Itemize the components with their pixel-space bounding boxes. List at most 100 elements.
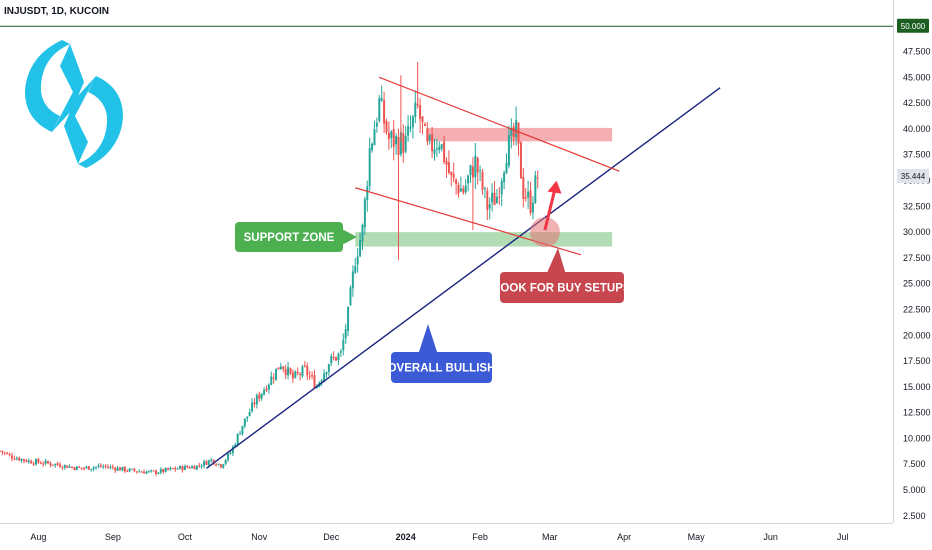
time-tick-label: May	[688, 532, 706, 542]
price-tick-label: 12.500	[903, 408, 931, 418]
candle-body	[186, 466, 189, 468]
candle-body	[387, 132, 390, 139]
candle-body	[366, 186, 369, 201]
price-tick-label: 30.000	[903, 227, 931, 237]
candle-body	[155, 470, 158, 474]
candle-body	[35, 459, 38, 465]
candle-body	[272, 377, 275, 379]
candle-body	[97, 465, 100, 467]
candle-body	[128, 468, 131, 472]
candle-body	[505, 162, 508, 174]
candle-body	[481, 171, 484, 190]
candle-body	[210, 459, 213, 461]
candle-body	[339, 351, 342, 353]
candle-body	[457, 184, 460, 194]
candle-body	[327, 364, 330, 373]
candle-body	[409, 127, 412, 129]
candle-body	[15, 458, 18, 460]
candle-body	[373, 129, 376, 146]
candle-body	[104, 465, 107, 467]
logo-right-arc	[78, 76, 123, 168]
buy-setups-label-pointer	[546, 248, 566, 275]
candle-body	[483, 188, 486, 190]
candle-body	[361, 224, 364, 242]
candle-body	[27, 460, 30, 463]
up-arrow-icon	[543, 190, 556, 231]
time-tick-label: Jun	[763, 532, 778, 542]
candle-body	[258, 394, 261, 399]
candle-body	[1, 450, 4, 453]
buy-setups-label-text: LOOK FOR BUY SETUPS	[493, 283, 630, 295]
candle-body	[493, 192, 496, 206]
candle-body	[275, 368, 278, 380]
candle-body	[455, 179, 458, 185]
candle-body	[11, 455, 14, 459]
candle-body	[325, 372, 328, 375]
candle-body	[308, 375, 311, 377]
candle-body	[68, 466, 71, 468]
logo-left-link	[52, 44, 84, 132]
overall-bullish-label-box	[391, 352, 492, 383]
candle-body	[114, 467, 117, 471]
candle-body	[205, 461, 208, 465]
candle-body	[243, 418, 246, 427]
candle-body	[109, 466, 112, 468]
candle-body	[44, 460, 47, 464]
support-zone-label-box	[235, 222, 343, 252]
candle-body	[375, 122, 378, 127]
candle-body	[119, 467, 122, 471]
candle-body	[32, 463, 35, 465]
candle-body	[459, 188, 462, 192]
candle-body	[385, 121, 388, 133]
candle-body	[503, 172, 506, 183]
candle-body	[282, 366, 285, 370]
candle-body	[423, 124, 426, 126]
candle-body	[54, 463, 57, 466]
time-tick-label: Sep	[105, 532, 121, 542]
candle-body	[150, 470, 153, 472]
candle-body	[99, 465, 102, 467]
candle-body	[267, 384, 270, 390]
candle-body	[207, 460, 210, 465]
candle-body	[236, 434, 239, 445]
candle-body	[306, 365, 309, 376]
price-tick-label: 5.000	[903, 485, 926, 495]
candle-body	[222, 464, 225, 468]
candle-body	[488, 204, 491, 209]
candle-body	[107, 466, 110, 468]
candle-body	[59, 464, 62, 468]
candle-body	[87, 466, 90, 470]
price-tick-label: 47.500	[903, 47, 931, 57]
candle-body	[363, 199, 366, 228]
candle-body	[255, 395, 258, 405]
candle-body	[3, 452, 6, 454]
candle-body	[330, 356, 333, 364]
candle-body	[301, 366, 304, 377]
candle-body	[248, 412, 251, 417]
bullish-trendline	[206, 87, 721, 469]
candle-body	[42, 463, 45, 465]
candle-body	[279, 366, 282, 370]
candle-body	[90, 468, 93, 470]
candle-body	[169, 467, 172, 470]
candle-body	[71, 466, 74, 468]
candle-body	[383, 100, 386, 124]
candle-body	[164, 468, 167, 472]
candle-body	[188, 467, 191, 469]
price-tick-label: 32.500	[903, 201, 931, 211]
last-price-badge	[897, 168, 929, 183]
candle-body	[183, 465, 186, 471]
candle-body	[351, 271, 354, 289]
candle-body	[200, 466, 203, 468]
price-tick-label: 37.500	[903, 150, 931, 160]
candle-body	[131, 468, 134, 470]
candle-body	[491, 192, 494, 203]
candle-body	[241, 425, 244, 435]
candle-body	[95, 466, 98, 468]
top-price-badge	[897, 18, 929, 33]
candle-body	[181, 466, 184, 471]
candle-body	[147, 470, 150, 472]
price-tick-label: 42.500	[903, 98, 931, 108]
time-tick-label: 2024	[396, 532, 416, 542]
